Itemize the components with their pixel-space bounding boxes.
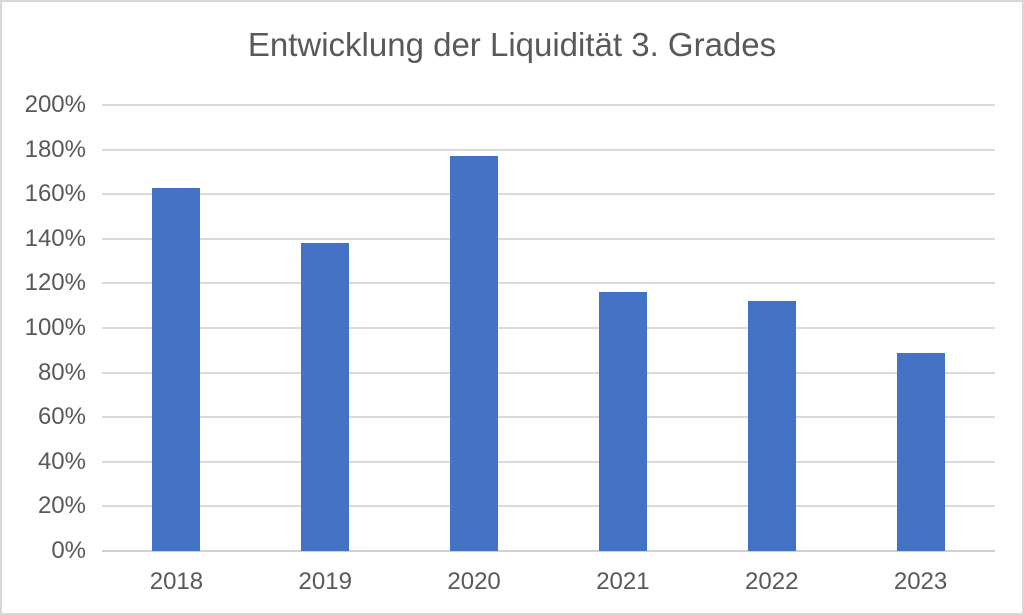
gridline [102, 460, 995, 463]
bar-slot-2020 [400, 105, 549, 551]
bar-2020 [450, 156, 499, 551]
bar-slot-2019 [251, 105, 400, 551]
bar-2019 [301, 243, 350, 551]
y-axis: 0% 20% 40% 60% 80% 100% 120% 140% 160% 180% 200% [2, 92, 86, 564]
x-axis: 2018 2019 2020 2021 2022 2023 [102, 568, 995, 602]
bar-slot-2023 [846, 105, 995, 551]
bar-2018 [152, 187, 201, 551]
gridline [102, 237, 995, 240]
bar-slot-2022 [697, 105, 846, 551]
x-tick-label: 2020 [447, 568, 501, 595]
y-tick-label: 20% [37, 492, 86, 520]
gridline [102, 327, 995, 329]
x-tick-label: 2022 [745, 568, 799, 595]
y-tick-label: 120% [24, 269, 86, 297]
y-tick-label: 180% [24, 135, 86, 163]
gridline [102, 282, 995, 285]
gridline [102, 148, 995, 151]
x-tick-label: 2023 [893, 568, 948, 595]
gridline [102, 371, 995, 374]
bar-2023 [896, 352, 945, 551]
y-tick-label: 80% [37, 358, 86, 386]
y-tick-label: 200% [24, 91, 86, 118]
x-tick-label: 2021 [596, 568, 650, 595]
bar-slot-2021 [548, 105, 697, 551]
bar-2021 [598, 292, 647, 551]
y-tick-label: 100% [24, 314, 86, 341]
x-axis-line [102, 550, 995, 552]
y-tick-label: 60% [37, 403, 86, 431]
chart-title: Entwicklung der Liquidität 3. Grades [247, 26, 777, 63]
bars-layer [102, 105, 995, 551]
x-tick-label: 2019 [298, 568, 352, 595]
bar-2022 [747, 301, 796, 551]
y-tick-label: 140% [24, 224, 86, 252]
gridline [102, 416, 995, 419]
bar-slot-2018 [102, 105, 251, 551]
gridline [102, 505, 995, 508]
y-tick-label: 160% [24, 180, 86, 208]
y-tick-label: 40% [37, 447, 86, 475]
gridline [102, 104, 995, 106]
plot-area [102, 104, 995, 552]
x-tick-label: 2018 [149, 568, 204, 595]
gridline [102, 193, 995, 196]
y-tick-label: 0% [51, 537, 86, 564]
